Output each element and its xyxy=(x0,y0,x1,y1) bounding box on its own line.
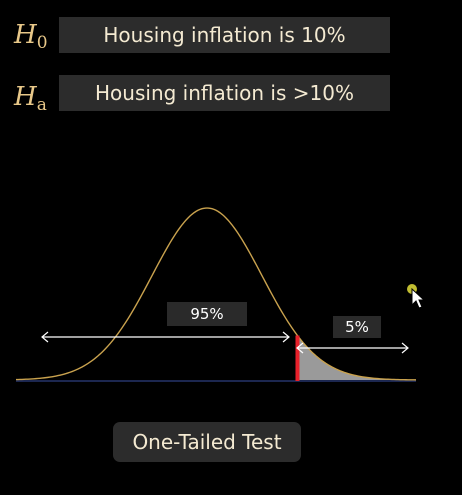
acceptance-region-arrow xyxy=(41,331,290,343)
mouse-cursor-icon xyxy=(407,284,426,309)
alternative-hypothesis-text: Housing inflation is >10% xyxy=(95,81,354,105)
rejection-region-shade xyxy=(297,335,416,380)
acceptance-percent-label: 95% xyxy=(167,302,247,326)
null-hypothesis-symbol: H0 xyxy=(14,22,48,52)
alternative-hypothesis-symbol: Ha xyxy=(14,84,47,114)
rejection-region-arrow xyxy=(296,342,409,354)
alternative-hypothesis-subscript: a xyxy=(36,95,47,115)
null-hypothesis-subscript: 0 xyxy=(36,33,48,53)
one-tailed-test-label: One-Tailed Test xyxy=(113,422,301,462)
alternative-hypothesis-letter: H xyxy=(14,82,37,112)
one-tailed-test-text: One-Tailed Test xyxy=(132,430,282,454)
alternative-hypothesis-box: Housing inflation is >10% xyxy=(59,75,390,111)
null-hypothesis-letter: H xyxy=(14,20,37,50)
bell-curve xyxy=(15,207,417,381)
rejection-percent-label: 5% xyxy=(333,316,381,338)
null-hypothesis-box: Housing inflation is 10% xyxy=(59,17,390,53)
null-hypothesis-text: Housing inflation is 10% xyxy=(103,23,346,47)
